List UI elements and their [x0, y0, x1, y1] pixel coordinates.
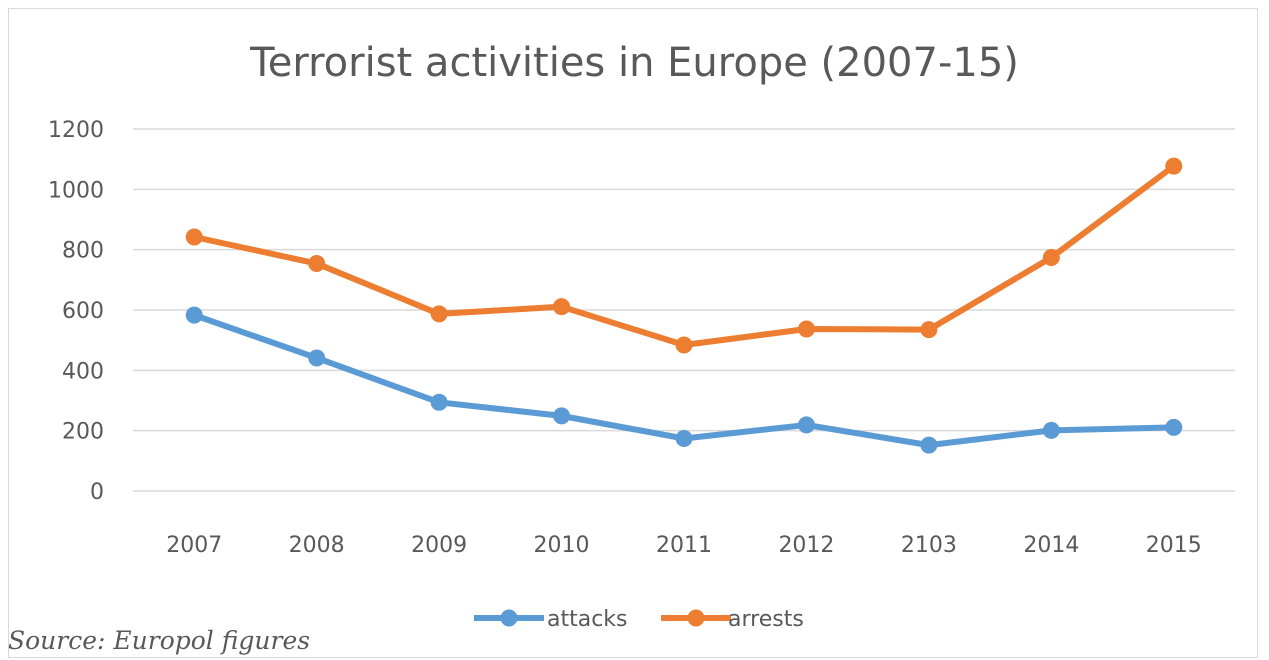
data-point	[185, 228, 203, 246]
data-point	[797, 320, 815, 338]
legend-label: attacks	[547, 607, 628, 632]
legend-label: arrests	[728, 607, 804, 632]
series-arrests	[185, 157, 1183, 354]
series-line	[191, 312, 1177, 449]
x-tick-label: 2008	[289, 533, 345, 558]
chart-frame	[8, 8, 1258, 658]
data-point	[675, 430, 693, 448]
legend-item: arrests	[661, 607, 804, 632]
x-tick-label: 2009	[411, 533, 467, 558]
data-point	[430, 305, 448, 323]
x-tick-label: 2011	[656, 533, 712, 558]
data-point	[1165, 418, 1183, 436]
data-point	[430, 393, 448, 411]
y-tick-label: 400	[62, 359, 104, 384]
data-point	[308, 349, 326, 367]
data-point	[920, 436, 938, 454]
x-tick-label: 2015	[1146, 533, 1202, 558]
data-point	[797, 416, 815, 434]
data-point	[308, 255, 326, 273]
data-point	[1042, 421, 1060, 439]
legend-item: attacks	[474, 607, 628, 632]
data-point	[920, 321, 938, 339]
legend: attacks arrests	[474, 607, 804, 632]
legend-marker	[687, 609, 705, 627]
data-point	[553, 298, 571, 316]
x-tick-label: 2010	[534, 533, 590, 558]
data-point	[553, 407, 571, 425]
series-line	[191, 163, 1177, 348]
x-tick-label: 2014	[1023, 533, 1079, 558]
y-tick-label: 1000	[48, 178, 104, 203]
x-tick-label: 2103	[901, 533, 957, 558]
y-tick-label: 0	[90, 480, 104, 505]
series-layer	[185, 157, 1183, 454]
x-tick-label: 2012	[778, 533, 834, 558]
x-axis-tick-labels: 2007 2008 2009 2010 2011 2012 2103 2014 2015	[166, 533, 1202, 558]
chart-title: Terrorist activities in Europe (2007-15)	[250, 40, 1019, 86]
data-point	[1165, 157, 1183, 175]
y-axis-tick-labels: 0 200 400 600 800 1000 1200	[48, 118, 104, 505]
data-point	[185, 306, 203, 324]
data-point	[675, 336, 693, 354]
series-attacks	[185, 306, 1183, 454]
y-tick-label: 1200	[48, 118, 104, 143]
source-note: Source: Europol figures	[8, 626, 311, 655]
legend-marker	[500, 609, 518, 627]
y-tick-label: 600	[62, 299, 104, 324]
x-tick-label: 2007	[166, 533, 222, 558]
y-tick-label: 800	[62, 239, 104, 264]
y-tick-label: 200	[62, 420, 104, 445]
data-point	[1042, 249, 1060, 267]
